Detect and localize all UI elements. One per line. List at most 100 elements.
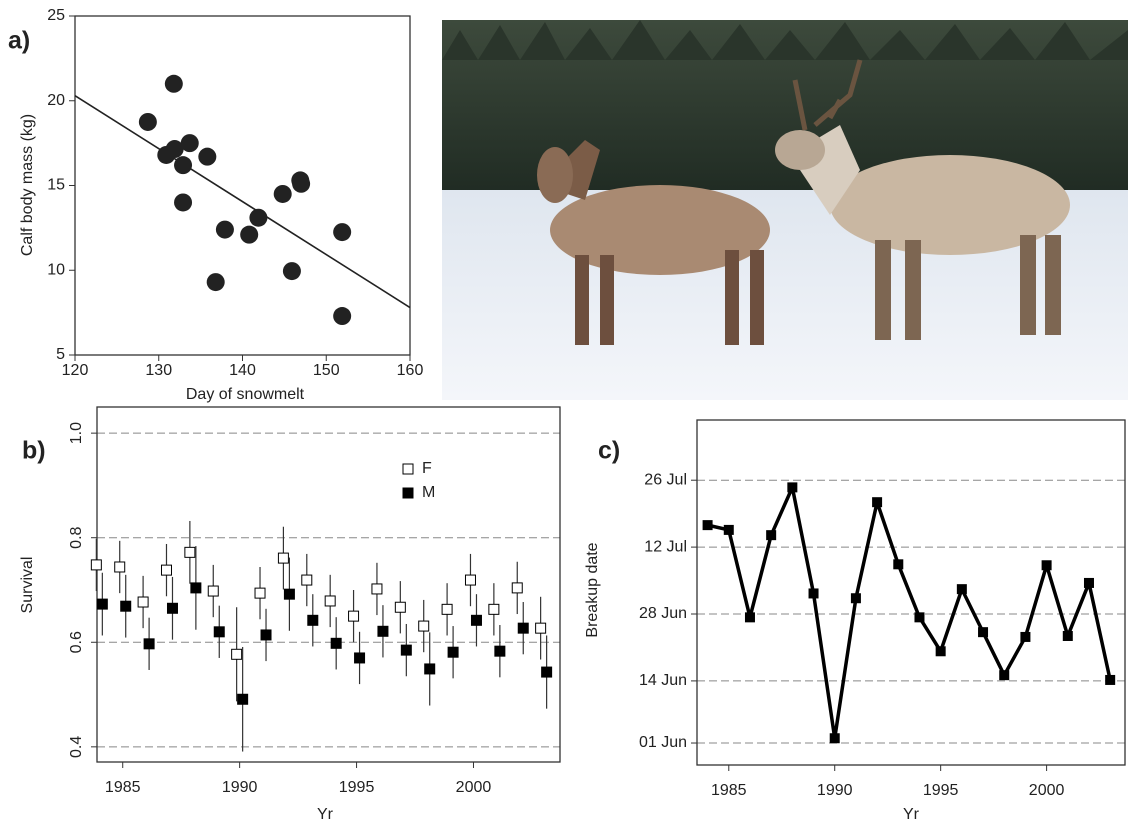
trend-line [74,94,411,309]
legend-marker [402,487,414,499]
caribou-left [537,140,770,345]
point [808,588,819,599]
point [464,574,476,586]
point [333,223,352,242]
point [1062,630,1073,641]
point [850,593,861,604]
x-tick-label: 130 [145,362,172,379]
point [744,612,755,623]
point [292,174,311,193]
legend-label: F [422,460,432,477]
x-tick-label: 1985 [105,779,141,796]
point [494,645,506,657]
point [166,602,178,614]
point [956,584,967,595]
point [273,184,292,203]
point [283,588,295,600]
y-axis-label: Breakup date [584,542,601,637]
x-tick-label: 150 [313,362,340,379]
point [277,552,289,564]
point [377,625,389,637]
y-tick-label: 26 Jul [644,471,687,488]
panel-label: b) [22,437,46,465]
point [184,546,196,558]
point [541,666,553,678]
point [143,638,155,650]
x-tick-label: 160 [397,362,424,379]
x-tick-label: 1990 [817,782,853,799]
point [354,652,366,664]
point [535,622,547,634]
point [138,112,157,131]
point [324,595,336,607]
point [213,626,225,638]
panel: c) 1985 1990 1995 2000 01 Jun 14 Jun 28 Jun 12 J… [584,419,1126,823]
y-axis-label: Calf body mass (kg) [19,114,36,256]
legend-label: M [422,484,435,501]
point [517,622,529,634]
point [1083,577,1094,588]
point [348,610,360,622]
point [198,147,217,166]
point [165,140,184,159]
point [174,193,193,212]
legend-marker [402,463,414,475]
y-tick-label: 28 Jun [639,605,687,622]
point [766,530,777,541]
point [307,614,319,626]
point [137,596,149,608]
y-tick-label: 0.6 [68,631,85,653]
point [400,644,412,656]
point [394,601,406,613]
x-tick-label: 1990 [222,779,258,796]
point [96,598,108,610]
y-tick-label: 20 [47,92,65,109]
y-tick-label: 01 Jun [639,734,687,751]
point [90,559,102,571]
point [723,524,734,535]
point [190,582,202,594]
panel-label: a) [8,27,30,55]
point [254,587,266,599]
point [240,225,259,244]
y-tick-label: 1.0 [68,422,85,444]
point [206,273,225,292]
y-tick-label: 14 Jun [639,672,687,689]
point [935,646,946,657]
caribou-right [775,59,1070,340]
panel-label: c) [598,437,620,465]
point [470,614,482,626]
point [1020,631,1031,642]
x-tick-label: 1995 [923,782,959,799]
x-axis-label: Day of snowmelt [186,386,305,403]
point [160,564,172,576]
point [330,637,342,649]
point [371,583,383,595]
y-tick-label: 25 [47,7,65,24]
y-tick-label: 15 [47,177,65,194]
point [282,262,301,281]
point [1105,674,1116,685]
x-tick-label: 1985 [711,782,747,799]
point [978,627,989,638]
point [787,482,798,493]
photo [442,20,1128,400]
panel: a) 120 130 140 150 160 5 10 15 20 25 Day of snowmel… [8,7,423,403]
point [249,208,268,227]
point [424,663,436,675]
point [893,559,904,570]
point [207,585,219,597]
point [418,620,430,632]
x-axis-label: Yr [317,806,334,823]
point [120,600,132,612]
point [999,670,1010,681]
x-tick-label: 2000 [1029,782,1065,799]
photo-treeline [442,20,1128,60]
plot-frame [96,406,561,763]
point [1041,560,1052,571]
y-tick-label: 0.4 [68,736,85,758]
point [333,307,352,326]
point [872,497,883,508]
